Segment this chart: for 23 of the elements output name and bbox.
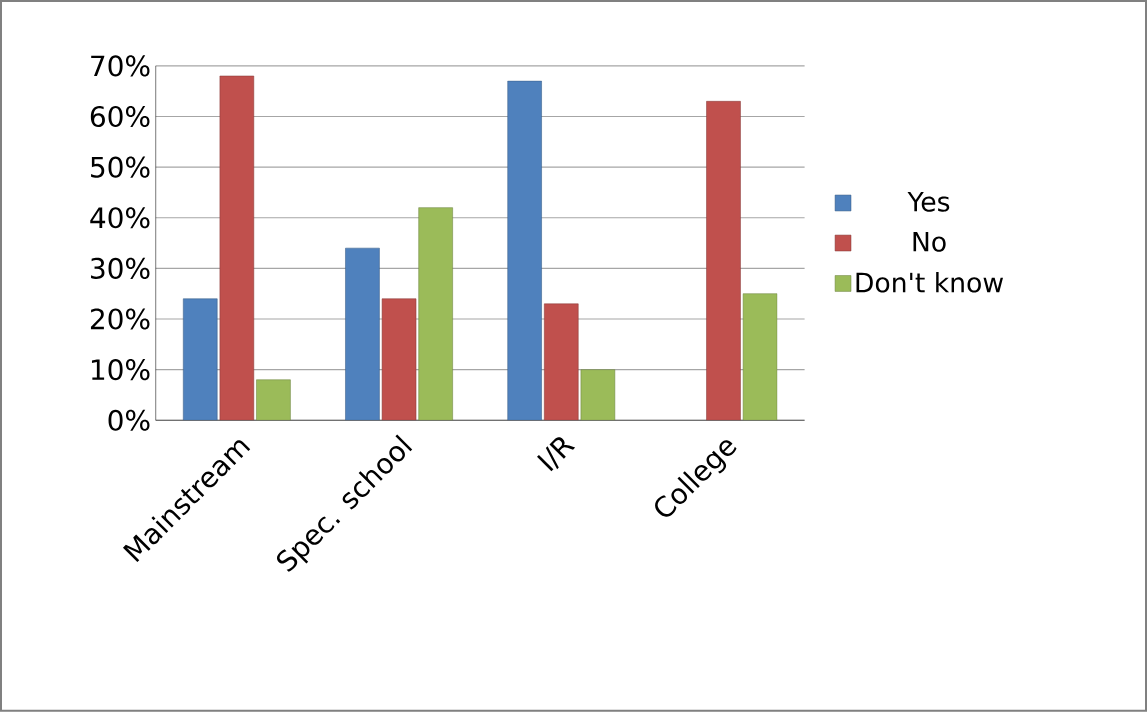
bar	[183, 298, 218, 421]
bar	[256, 379, 291, 421]
bar	[345, 247, 380, 421]
y-tick-label: 10%	[91, 359, 150, 381]
y-tick-label: 20%	[90, 308, 150, 330]
bar	[742, 293, 778, 421]
bar	[418, 207, 453, 421]
x-tick-label: I/R	[537, 437, 576, 472]
y-tick-label: 40%	[90, 207, 150, 229]
legend-label: Yes	[907, 192, 950, 212]
bar	[219, 75, 255, 421]
bar	[507, 80, 542, 421]
bar	[706, 101, 741, 421]
y-tick-label: 30%	[91, 257, 150, 280]
y-tick-label: 50%	[91, 156, 150, 178]
y-tick-label: 70%	[91, 55, 150, 77]
bar	[580, 369, 616, 421]
y-tick-label: 0%	[108, 409, 150, 431]
bar	[544, 303, 579, 421]
bar	[381, 298, 417, 421]
legend-label: No	[913, 232, 946, 252]
y-tick-label: 60%	[90, 106, 150, 128]
legend-label: Don't know	[856, 272, 1003, 293]
